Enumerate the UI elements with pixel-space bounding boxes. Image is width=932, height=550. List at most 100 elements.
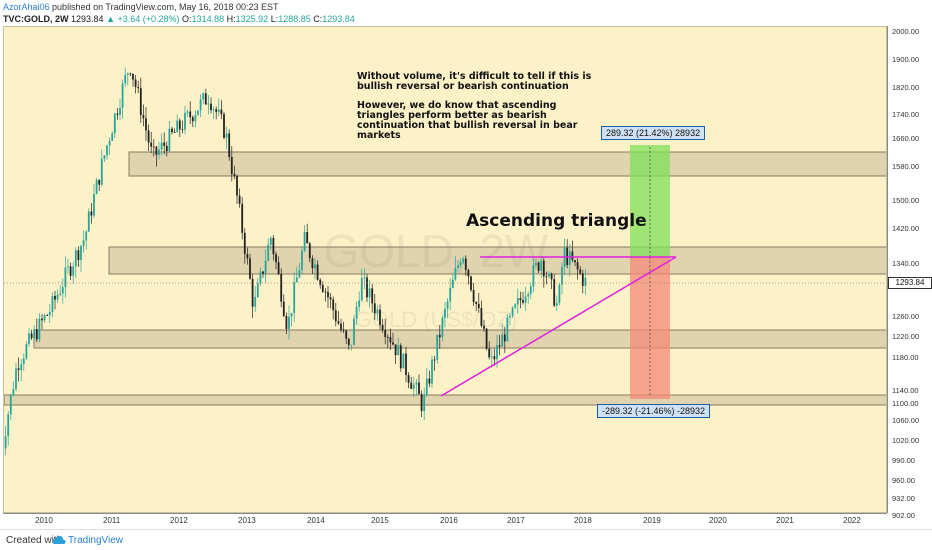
candle-body bbox=[41, 318, 43, 321]
resistance-zone-1580[interactable] bbox=[128, 151, 887, 177]
candle-body bbox=[550, 273, 553, 280]
candle-body bbox=[581, 273, 584, 286]
candle-body bbox=[111, 133, 114, 142]
price-axis-label: 1100.00 bbox=[892, 399, 919, 408]
candle-body bbox=[251, 278, 254, 307]
candle-body bbox=[358, 300, 361, 307]
support-zone-1060[interactable] bbox=[4, 394, 887, 406]
annotation-line-4: triangles perform better as bearish bbox=[357, 110, 547, 121]
candle-body bbox=[529, 286, 532, 294]
candle-body bbox=[163, 142, 166, 146]
candle-body bbox=[394, 344, 397, 356]
candle-body bbox=[277, 262, 280, 274]
time-axis-label: 2018 bbox=[574, 516, 592, 525]
triangle-support-line[interactable] bbox=[440, 256, 677, 397]
chart-pane[interactable]: GOLD, 2W GOLD (US$/OZ) bbox=[3, 26, 887, 513]
candle-body bbox=[90, 211, 93, 216]
price-axis-label: 1500.00 bbox=[892, 196, 920, 205]
time-axis-label: 2012 bbox=[170, 516, 188, 525]
price-axis-label: 1260.00 bbox=[892, 312, 920, 321]
candle-body bbox=[215, 109, 218, 112]
candle-body bbox=[472, 289, 475, 303]
price-axis-label: 1140.00 bbox=[892, 386, 919, 395]
candle-body bbox=[360, 278, 363, 301]
author-link[interactable]: AzorAhai06 bbox=[3, 2, 50, 12]
price-axis-label: 1740.00 bbox=[892, 110, 920, 119]
candle-body bbox=[555, 302, 558, 306]
candle-body bbox=[171, 128, 173, 133]
candle-body bbox=[254, 296, 257, 307]
candle-body bbox=[511, 307, 514, 316]
annotation-line-5: continuation that bullish reversal in be… bbox=[357, 120, 578, 131]
candle-body bbox=[368, 288, 371, 298]
measure-down-label[interactable]: -289.32 (-21.46%) -28932 bbox=[597, 404, 711, 418]
candle-body bbox=[165, 145, 168, 151]
pattern-label[interactable]: Ascending triangle bbox=[466, 211, 647, 231]
candle-body bbox=[462, 258, 465, 263]
time-axis-label: 2017 bbox=[507, 516, 525, 525]
tradingview-brand[interactable]: TradingView bbox=[68, 535, 124, 546]
time-axis-label: 2020 bbox=[709, 516, 727, 525]
footer: Created with TradingView bbox=[0, 529, 932, 550]
candle-body bbox=[475, 302, 478, 305]
price-change: ▲ +3.64 (+0.28%) bbox=[106, 14, 180, 24]
candle-body bbox=[238, 195, 241, 204]
candle-body bbox=[290, 312, 293, 317]
candle-body bbox=[415, 382, 418, 385]
time-axis-label: 2013 bbox=[238, 516, 256, 525]
candle-body bbox=[80, 245, 82, 261]
candle-body bbox=[441, 317, 444, 338]
candle-body bbox=[418, 382, 420, 395]
candle-body bbox=[282, 301, 285, 316]
candle-body bbox=[436, 334, 439, 360]
candle-body bbox=[106, 145, 108, 156]
candle-body bbox=[160, 142, 163, 150]
candle-body bbox=[173, 132, 176, 133]
candle-body bbox=[178, 120, 181, 130]
candle-body bbox=[410, 382, 413, 389]
candle-body bbox=[243, 232, 246, 254]
resistance-zone-1340[interactable] bbox=[108, 246, 887, 275]
price-axis-label: 1660.00 bbox=[892, 134, 920, 143]
candle-body bbox=[184, 112, 186, 130]
measure-up-label[interactable]: 289.32 (21.42%) 28932 bbox=[601, 126, 706, 140]
candle-body bbox=[38, 318, 41, 340]
candle-body bbox=[220, 109, 223, 115]
symbol-name[interactable]: TVC:GOLD, 2W bbox=[3, 14, 69, 24]
candle-body bbox=[233, 174, 236, 177]
candle-body bbox=[353, 318, 355, 345]
annotation-note[interactable]: Without volume, it's difficult to tell i… bbox=[357, 72, 591, 141]
candle-body bbox=[186, 111, 189, 113]
candle-body bbox=[431, 359, 433, 384]
annotation-line-3: However, we do know that ascending bbox=[357, 100, 557, 111]
support-zone-1180[interactable] bbox=[33, 329, 887, 349]
candle-body bbox=[121, 83, 124, 108]
candle-body bbox=[108, 141, 111, 146]
candle-body bbox=[548, 273, 550, 277]
price-axis[interactable] bbox=[887, 26, 932, 513]
candle-body bbox=[303, 232, 306, 251]
candle-body bbox=[298, 269, 301, 278]
candle-body bbox=[568, 251, 571, 265]
candle-body bbox=[241, 203, 244, 233]
chart-canvas[interactable]: GOLD, 2W GOLD (US$/OZ) bbox=[4, 27, 887, 513]
candle-body bbox=[293, 282, 296, 313]
candle-body bbox=[407, 374, 410, 383]
candle-body bbox=[158, 149, 160, 155]
candle-body bbox=[132, 73, 134, 80]
candle-body bbox=[319, 279, 322, 285]
candle-body bbox=[134, 79, 137, 88]
candle-body bbox=[464, 258, 467, 270]
candle-body bbox=[95, 179, 98, 195]
candle-body bbox=[379, 309, 381, 325]
price-candles[interactable] bbox=[4, 67, 587, 464]
candle-body bbox=[509, 315, 511, 318]
candle-body bbox=[366, 277, 368, 298]
candle-body bbox=[69, 266, 72, 276]
candle-body bbox=[506, 317, 509, 342]
time-axis-label: 2015 bbox=[371, 516, 389, 525]
time-axis[interactable] bbox=[3, 513, 887, 529]
candle-body bbox=[275, 254, 277, 263]
candle-body bbox=[145, 118, 147, 131]
candle-body bbox=[501, 334, 504, 347]
